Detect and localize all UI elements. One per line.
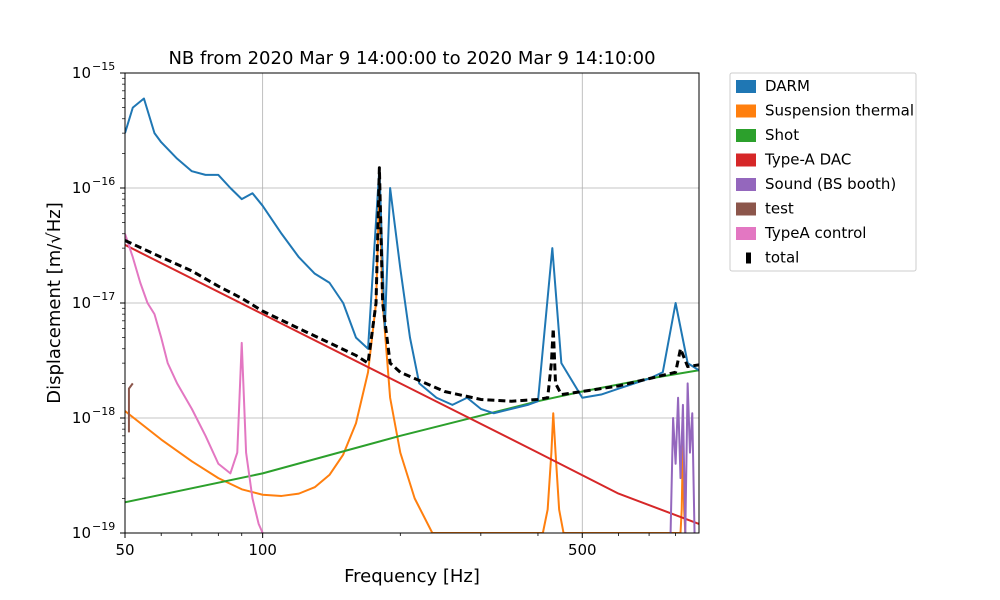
legend-swatch — [736, 178, 756, 191]
x-tick-label: 500 — [568, 541, 597, 559]
y-tick-label-exponent: −18 — [92, 405, 115, 418]
y-tick-label-exponent: −15 — [92, 60, 115, 73]
series-line-darm — [125, 97, 699, 415]
y-tick-label-exponent: −19 — [92, 520, 115, 533]
legend-item-type-a-dac: Type-A DAC — [736, 151, 851, 169]
x-axis-label: Frequency [Hz] — [344, 566, 480, 587]
y-axis-label: Displacement [m/√Hz] — [44, 202, 65, 404]
y-tick-label-base: 10 — [72, 179, 91, 197]
x-tick-label: 50 — [115, 541, 134, 559]
y-tick-label-exponent: −16 — [92, 175, 115, 188]
legend-item-suspension-thermal: Suspension thermal — [736, 102, 914, 120]
y-tick-label-base: 10 — [72, 64, 91, 82]
chart-title: NB from 2020 Mar 9 14:00:00 to 2020 Mar … — [168, 48, 655, 69]
y-tick-label-base: 10 — [72, 294, 91, 312]
legend-item-typea-control: TypeA control — [736, 224, 866, 242]
legend-swatch — [736, 153, 756, 167]
series-layer — [125, 97, 699, 533]
legend-item-darm: DARM — [736, 77, 810, 95]
legend-item-test: test — [736, 200, 794, 218]
legend-item-sound-bs-booth: Sound (BS booth) — [736, 175, 896, 193]
legend-label: DARM — [765, 77, 810, 95]
legend-label: Shot — [765, 126, 799, 144]
legend-label: TypeA control — [764, 224, 866, 242]
series-line-typea-control — [125, 233, 264, 533]
legend-frame — [729, 72, 917, 272]
legend-swatch — [736, 129, 756, 142]
legend-item-shot: Shot — [736, 126, 799, 144]
legend-item-total: total — [746, 249, 799, 267]
legend-swatch — [736, 80, 756, 93]
legend-swatch — [736, 202, 756, 216]
y-tick-label-exponent: −17 — [92, 290, 115, 303]
series-line-type-a-dac — [125, 244, 699, 525]
series-line-test — [127, 382, 134, 433]
series-line-suspension-thermal — [125, 187, 687, 533]
legend-swatch — [736, 104, 756, 118]
series-line-total — [125, 166, 699, 403]
x-tick-label: 100 — [248, 541, 277, 559]
legend-swatch — [736, 227, 756, 240]
legend: DARM Suspension thermal Shot Type-A DAC Soun… — [729, 72, 917, 272]
legend-label: test — [765, 200, 794, 218]
legend-label: total — [765, 249, 799, 267]
legend-swatch — [746, 252, 751, 264]
y-tick-label-base: 10 — [72, 524, 91, 542]
x-ticks: 50 100 500 — [115, 533, 677, 559]
y-tick-label-base: 10 — [72, 409, 91, 427]
legend-label: Type-A DAC — [764, 151, 851, 169]
legend-label: Sound (BS booth) — [765, 175, 896, 193]
series-line-sound-bs-booth — [669, 382, 696, 533]
legend-label: Suspension thermal — [765, 102, 914, 120]
